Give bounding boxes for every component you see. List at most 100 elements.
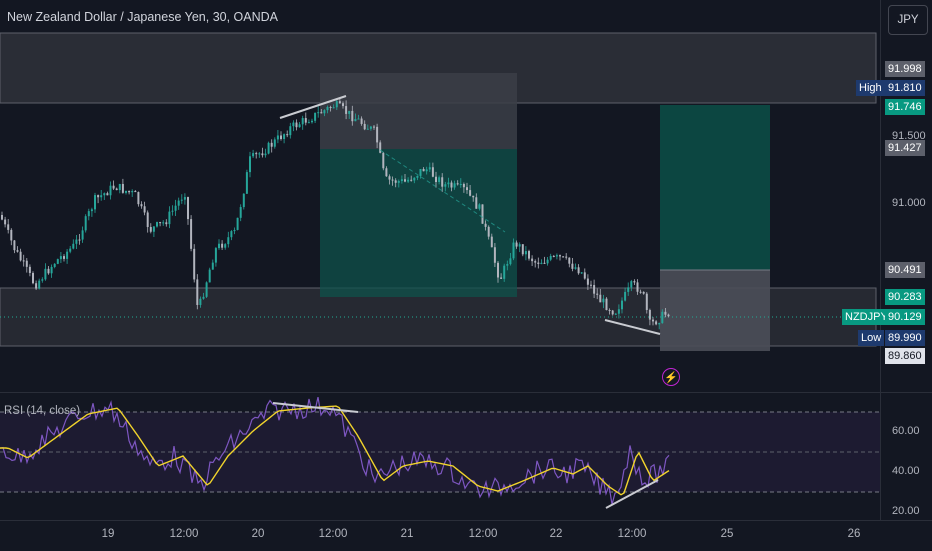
candle-body	[521, 244, 524, 255]
candle-body	[4, 219, 7, 225]
candle-body	[580, 272, 583, 274]
candle-body	[152, 226, 155, 232]
candle-body	[81, 230, 84, 240]
candle-body	[431, 167, 434, 177]
candle-body	[611, 310, 614, 315]
candle-body	[425, 169, 428, 172]
candle-body	[106, 193, 109, 196]
time-tick: 20	[251, 528, 265, 540]
candle-body	[354, 118, 357, 122]
candle-body	[608, 310, 611, 312]
candle-body	[205, 282, 208, 297]
time-tick: 25	[720, 528, 734, 540]
candle-body	[183, 197, 186, 200]
candle-body	[490, 236, 493, 248]
candle-body	[171, 210, 174, 212]
time-tick: 21	[400, 528, 414, 540]
candle-body	[345, 106, 348, 114]
candle-body	[53, 263, 56, 267]
candle-body	[50, 266, 53, 274]
candle-body	[332, 107, 335, 109]
rsi-divergence-high[interactable]	[272, 402, 359, 413]
trendline-low[interactable]	[604, 319, 661, 335]
candle-body	[385, 168, 388, 177]
candle-body	[140, 204, 143, 207]
candle-body	[292, 122, 295, 127]
candle-body	[72, 243, 75, 249]
lightning-icon[interactable]: ⚡	[662, 368, 680, 386]
candle-body	[413, 177, 416, 181]
candle-body	[90, 209, 93, 212]
last-price-label: 90.129	[885, 309, 925, 325]
time-axis[interactable]	[0, 520, 932, 551]
candle-body	[38, 280, 41, 289]
past-position-target[interactable]	[320, 149, 517, 297]
candle-body	[227, 237, 230, 245]
candle-body	[410, 179, 413, 181]
pane-separator[interactable]	[0, 392, 932, 397]
time-tick: 12:00	[318, 528, 348, 540]
high-tag: High	[856, 80, 885, 96]
candle-body	[35, 283, 38, 289]
candle-body	[459, 183, 462, 185]
low-price-label: 89.990	[885, 330, 925, 346]
candle-body	[187, 197, 189, 220]
candle-body	[515, 242, 518, 247]
candle-body	[636, 282, 639, 292]
price-axis[interactable]	[880, 0, 932, 520]
long-position-target[interactable]	[660, 105, 770, 270]
rsi-divergence-low[interactable]	[605, 479, 659, 509]
candle-body	[100, 195, 103, 198]
time-tick: 12:00	[617, 528, 647, 540]
symbol-title: New Zealand Dollar / Japanese Yen, 30, O…	[7, 10, 278, 24]
candle-body	[438, 177, 441, 183]
candle-body	[596, 293, 599, 295]
rsi-pane[interactable]	[0, 396, 880, 520]
candle-body	[25, 260, 28, 267]
trendline-high[interactable]	[279, 95, 347, 119]
candle-body	[214, 248, 217, 263]
candle-body	[264, 153, 267, 156]
long-position-stop[interactable]	[660, 270, 770, 351]
candle-body	[22, 260, 25, 262]
time-tick: 26	[847, 528, 861, 540]
candle-body	[84, 216, 87, 231]
candlestick-series	[1, 97, 670, 330]
candle-body	[261, 153, 264, 156]
candle-body	[500, 277, 503, 279]
candle-body	[218, 243, 220, 249]
candle-body	[59, 256, 62, 260]
price-tick: 91.500	[892, 130, 926, 142]
candle-body	[645, 293, 648, 310]
candle-body	[642, 291, 645, 294]
candle-body	[379, 142, 382, 153]
price-chart-pane[interactable]	[0, 0, 880, 392]
candle-body	[66, 251, 69, 259]
candle-body	[10, 229, 13, 241]
candle-body	[94, 195, 96, 210]
candle-body	[267, 142, 270, 154]
candle-body	[658, 323, 661, 325]
candle-body	[391, 179, 394, 181]
candle-body	[614, 313, 617, 315]
trend-projection[interactable]	[379, 149, 506, 233]
candle-body	[75, 239, 78, 244]
candle-body	[32, 272, 34, 284]
candle-body	[236, 217, 239, 230]
candle-body	[19, 251, 22, 261]
low-tag: Low	[858, 330, 885, 346]
candle-body	[44, 268, 47, 280]
candle-body	[574, 267, 577, 269]
candle-body	[255, 153, 258, 155]
candle-body	[211, 262, 214, 270]
currency-button[interactable]: JPY	[888, 5, 928, 35]
candle-body	[112, 185, 115, 189]
stop-price-label: 89.860	[885, 348, 925, 364]
candle-body	[360, 118, 363, 124]
candle-body	[16, 250, 19, 252]
zone-top-price-label: 91.998	[885, 61, 925, 77]
rsi-title: RSI (14, close)	[4, 405, 81, 417]
candle-body	[472, 195, 475, 198]
entry-price-label: 90.283	[885, 289, 925, 305]
candle-body	[143, 206, 146, 213]
